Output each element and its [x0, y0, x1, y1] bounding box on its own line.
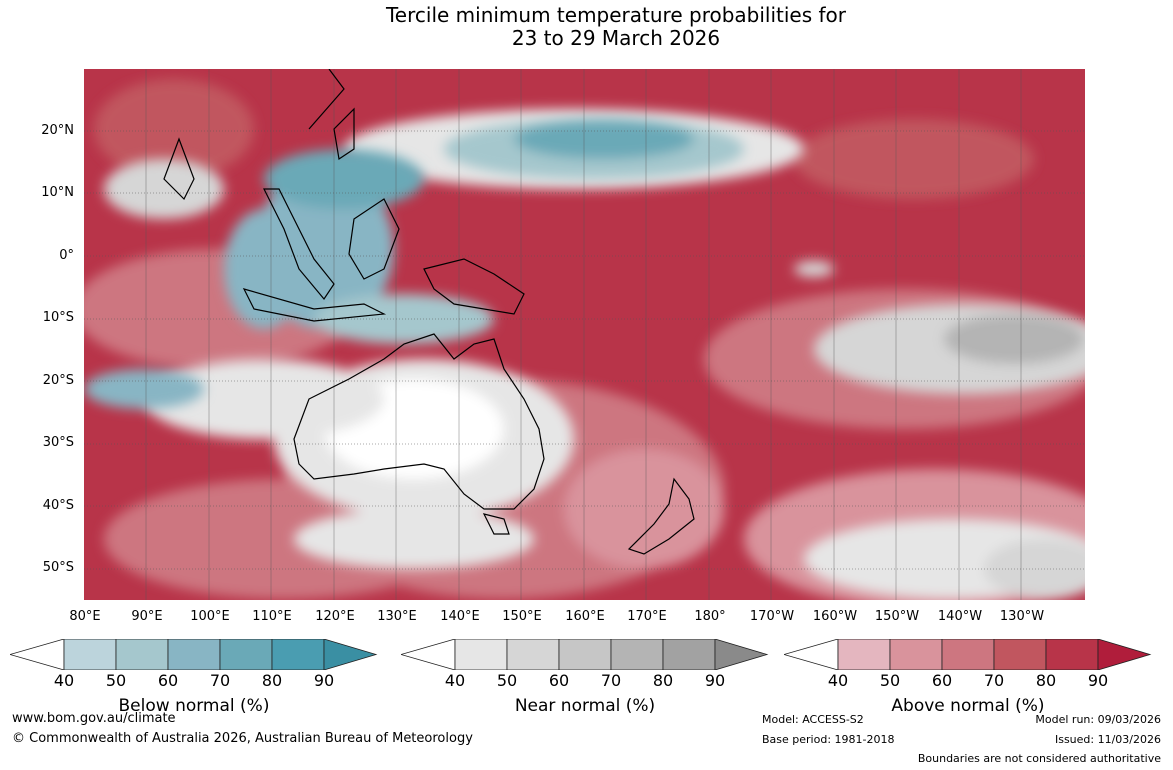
lat-label-20s: 20°S: [42, 373, 74, 388]
cbar-tick: 90: [704, 671, 726, 690]
lon-label: 160°W: [812, 609, 858, 624]
cbar-tick: 80: [652, 671, 674, 690]
map-svg: [84, 69, 1085, 600]
lon-label: 130°E: [377, 609, 417, 624]
cbar-tick: 70: [209, 671, 231, 690]
title-line-2: 23 to 29 March 2026: [511, 26, 721, 50]
cbar-tick: 80: [1035, 671, 1057, 690]
colorbar-near: [401, 639, 769, 670]
lon-label: 80°E: [69, 609, 101, 624]
map-title: Tercile minimum temperature probabilitie…: [0, 4, 1173, 50]
footer-issued: Issued: 11/03/2026: [1054, 733, 1161, 746]
lon-label: 140°W: [937, 609, 983, 624]
cbar-tick: 70: [983, 671, 1005, 690]
lon-label: 140°E: [440, 609, 480, 624]
cbar-tick: 40: [53, 671, 75, 690]
cbar-tick: 40: [444, 671, 466, 690]
lat-label-30s: 30°S: [42, 435, 74, 450]
lon-label: 100°E: [190, 609, 230, 624]
cbar-tick: 60: [931, 671, 953, 690]
lon-label: 150°W: [874, 609, 920, 624]
footer-base-period: Base period: 1981-2018: [762, 733, 895, 746]
coastlines: [163, 69, 695, 555]
lat-label-40s: 40°S: [42, 498, 74, 513]
cbar-tick: 90: [313, 671, 335, 690]
cbar-tick: 90: [1087, 671, 1109, 690]
lat-label-20n: 20°N: [41, 123, 74, 138]
cbar-tick: 60: [548, 671, 570, 690]
cbar-tick: 50: [496, 671, 518, 690]
cbar-tick: 50: [105, 671, 127, 690]
cbar-tick: 60: [157, 671, 179, 690]
lat-label-10s: 10°S: [42, 310, 74, 325]
cbar-tick: 40: [827, 671, 849, 690]
colorbar-above: [784, 639, 1152, 670]
graticule: [84, 130, 1085, 570]
lon-label: 180°: [694, 609, 726, 624]
probability-map: [84, 69, 1085, 600]
colorbar-below-label: Below normal (%): [118, 696, 270, 716]
footer-model-run: Model run: 09/03/2026: [1035, 713, 1161, 726]
cbar-tick: 70: [600, 671, 622, 690]
cbar-tick: 80: [261, 671, 283, 690]
colorbar-below: [10, 639, 378, 670]
footer-url: www.bom.gov.au/climate: [12, 711, 176, 726]
lat-label-10n: 10°N: [41, 185, 74, 200]
lon-label: 160°E: [565, 609, 605, 624]
footer-copyright: © Commonwealth of Australia 2026, Austra…: [12, 731, 473, 746]
footer-disclaimer: Boundaries are not considered authoritat…: [917, 752, 1161, 765]
lon-label: 170°W: [749, 609, 795, 624]
lon-label: 90°E: [131, 609, 163, 624]
cbar-tick: 50: [879, 671, 901, 690]
meridians: [145, 69, 1022, 600]
footer-model: Model: ACCESS-S2: [762, 713, 864, 726]
lon-label: 170°E: [627, 609, 667, 624]
title-line-1: Tercile minimum temperature probabilitie…: [385, 3, 847, 27]
lon-label: 110°E: [252, 609, 292, 624]
colorbar-above-label: Above normal (%): [891, 696, 1045, 716]
lat-label-0: 0°: [59, 248, 74, 263]
lon-label: 120°E: [315, 609, 355, 624]
below-normal-regions: [84, 119, 744, 409]
lon-label: 130°W: [999, 609, 1045, 624]
lat-label-50s: 50°S: [42, 560, 74, 575]
colorbar-near-label: Near normal (%): [514, 696, 656, 716]
lon-label: 150°E: [502, 609, 542, 624]
